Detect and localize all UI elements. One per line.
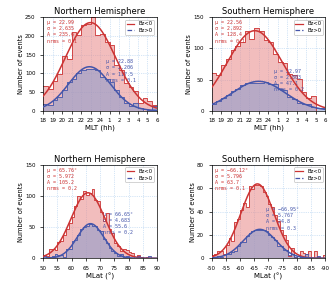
Text: μ = 65.76°
σ = 5.972
A = 105.2
nrms = 0.2: μ = 65.76° σ = 5.972 A = 105.2 nrms = 0.…	[46, 168, 77, 191]
Text: μ = 22.99
σ = 2.635
A = 235.6
nrms = 0.1: μ = 22.99 σ = 2.635 A = 235.6 nrms = 0.1	[46, 20, 77, 44]
Title: Southern Hemisphere: Southern Hemisphere	[222, 7, 314, 16]
Y-axis label: Number of events: Number of events	[18, 182, 24, 242]
Y-axis label: Number of events: Number of events	[190, 182, 196, 242]
X-axis label: MLat (°): MLat (°)	[254, 272, 283, 280]
Text: μ = −66.95°
σ = 5.767
A = 24.8
nrms = 0.3: μ = −66.95° σ = 5.767 A = 24.8 nrms = 0.…	[266, 207, 299, 230]
Title: Northern Hemisphere: Northern Hemisphere	[54, 7, 146, 16]
Title: Northern Hemisphere: Northern Hemisphere	[54, 155, 146, 164]
X-axis label: MLT (hh): MLT (hh)	[254, 125, 284, 131]
Text: μ = 22.88
σ = 2.206
A = 117.5
nrms = 0.1: μ = 22.88 σ = 2.206 A = 117.5 nrms = 0.1	[106, 59, 136, 83]
Legend: Bz<0, Bz>0: Bz<0, Bz>0	[125, 20, 154, 35]
Text: μ = −66.12°
σ = 5.796
A = 63.7
nrms = 0.1: μ = −66.12° σ = 5.796 A = 63.7 nrms = 0.…	[215, 168, 248, 191]
Legend: Bz<0, Bz>0: Bz<0, Bz>0	[125, 168, 154, 182]
X-axis label: MLat (°): MLat (°)	[86, 272, 114, 280]
Text: μ = 22.56
σ = 2.892
A = 128.4
nrms = 0.1: μ = 22.56 σ = 2.892 A = 128.4 nrms = 0.1	[215, 20, 245, 44]
Text: μ = 66.65°
σ = 4.683
A = 55.6
nrms = 0.2: μ = 66.65° σ = 4.683 A = 55.6 nrms = 0.2	[104, 212, 133, 235]
Y-axis label: Number of events: Number of events	[18, 34, 24, 94]
Text: μ = 22.97
σ = 2.803
A = 47.1
nrms = 0.2: μ = 22.97 σ = 2.803 A = 47.1 nrms = 0.2	[274, 69, 304, 92]
Legend: Bz<0, Bz>0: Bz<0, Bz>0	[294, 20, 323, 35]
X-axis label: MLT (hh): MLT (hh)	[85, 125, 115, 131]
Y-axis label: Number of events: Number of events	[186, 34, 192, 94]
Title: Southern Hemisphere: Southern Hemisphere	[222, 155, 314, 164]
Legend: Bz<0, Bz>0: Bz<0, Bz>0	[294, 168, 323, 182]
